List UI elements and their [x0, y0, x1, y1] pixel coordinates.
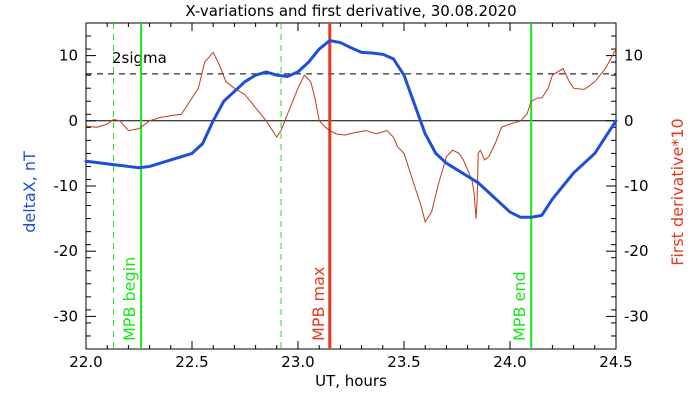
x-axis-label: UT, hours — [315, 372, 387, 390]
mpb-begin-label: MPB begin — [120, 257, 139, 341]
x-tick-label: 23.0 — [281, 353, 314, 371]
first-derivative-series-line — [85, 48, 617, 224]
y-right-tick-label: 10 — [624, 47, 643, 65]
x-tick-label: 24.0 — [493, 353, 526, 371]
plot-layer: 22.0 22.5 23.0 23.5 24.0 24.5 -30 -30 -20 -20 -10 -… — [54, 22, 649, 371]
y-right-tick-label: -20 — [624, 242, 649, 260]
y-right-tick-label: 0 — [624, 112, 634, 130]
mpb-end-label: MPB end — [510, 271, 529, 341]
y-axis-label-right: First derivative*10 — [668, 118, 687, 265]
y-left-tick-label: -10 — [54, 177, 79, 195]
y-left-tick-label: -20 — [54, 242, 79, 260]
x-tick-label: 22.0 — [69, 353, 102, 371]
y-left-tick-label: -30 — [54, 307, 79, 325]
y-right-tick-label: -10 — [624, 177, 649, 195]
threshold-label: 2sigma — [112, 49, 167, 67]
y-right-tick-label: -30 — [624, 307, 649, 325]
y-left-tick-label: 10 — [59, 47, 78, 65]
x-tick-label: 24.5 — [599, 353, 632, 371]
y-left-tick-label: 0 — [68, 112, 78, 130]
plot-frame — [85, 22, 617, 350]
x-tick-label: 22.5 — [175, 353, 208, 371]
x-tick-label: 23.5 — [387, 353, 420, 371]
mpb-max-label: MPB max — [309, 267, 328, 341]
chart-title: X-variations and first derivative, 30.08… — [185, 2, 516, 20]
y-axis-label-left: deltaX, nT — [20, 151, 39, 233]
deltax-series-line — [84, 39, 618, 219]
